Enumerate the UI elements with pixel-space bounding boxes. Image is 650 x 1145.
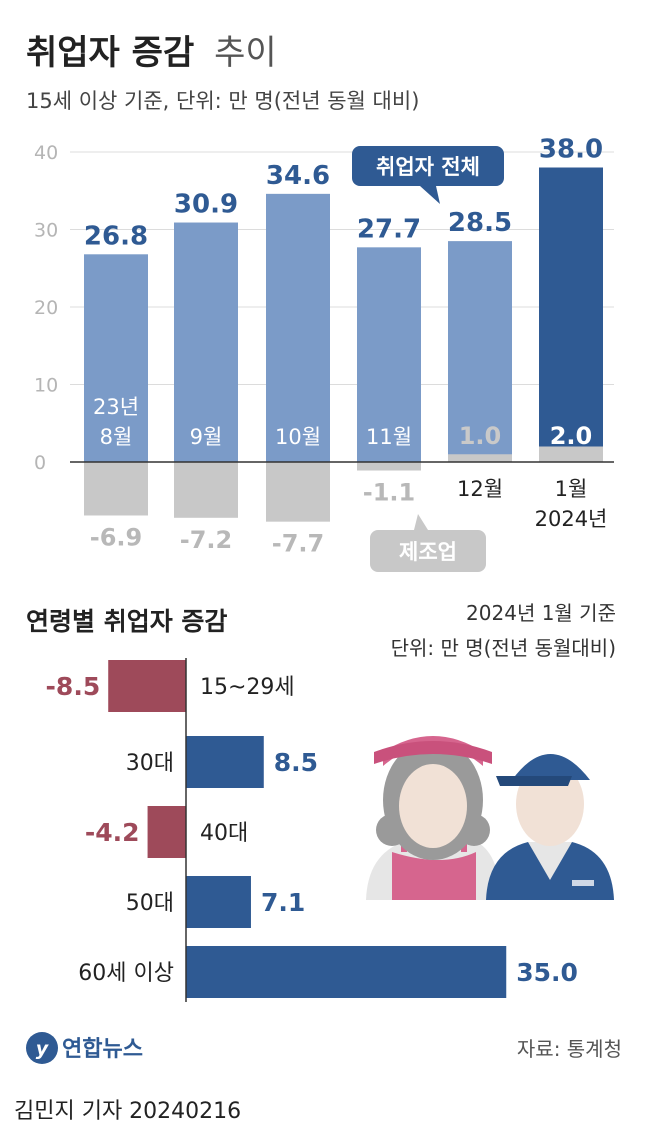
total-bar [357, 247, 421, 462]
woman-hair-curl-right [458, 814, 490, 846]
manufacturing-bar [174, 462, 238, 518]
manufacturing-bar [266, 462, 330, 522]
total-value-label: 28.5 [448, 208, 512, 238]
total-bar [174, 222, 238, 462]
woman-hair-curl-left [376, 814, 408, 846]
mfg-callout-box [370, 530, 486, 572]
age-chart-bars [108, 660, 507, 998]
yonhap-logo-glyph: y [36, 1038, 50, 1060]
page-subtitle: 15세 이상 기준, 단위: 만 명(전년 동월 대비) [26, 89, 419, 113]
y-tick-label-40: 40 [34, 142, 58, 164]
manufacturing-value-label: 1.0 [459, 422, 502, 450]
category-label: 23년 [93, 395, 139, 419]
y-tick-label-30: 30 [34, 220, 58, 242]
total-bar [266, 193, 330, 462]
age-bar [108, 660, 186, 712]
page-title-bold: 취업자 증감 [26, 33, 194, 73]
manufacturing-bar [357, 462, 421, 471]
manufacturing-bar [84, 462, 148, 516]
category-label: 8월 [100, 425, 133, 449]
man-cap-visor [496, 776, 572, 786]
manufacturing-value-label: -6.9 [90, 523, 142, 551]
man-collar [528, 842, 572, 880]
older-woman-figure [366, 736, 500, 900]
age-bar [186, 946, 507, 998]
trend-chart-labels: 26.8 -6.9 23년 8월 30.9 -7.2 9월 34.6 -7.7 10월 27.7 -1… [84, 135, 607, 558]
total-value-label: 27.7 [357, 214, 421, 244]
trend-chart-gridlines [70, 151, 614, 385]
man-cap [512, 754, 590, 780]
age-value-label: 7.1 [261, 888, 305, 917]
age-value-label: 35.0 [516, 958, 578, 987]
yonhap-logo: y 연합뉴스 [26, 1032, 143, 1064]
category-label: 2024년 [535, 507, 608, 531]
age-bar [186, 736, 264, 788]
total-bar [539, 167, 603, 462]
page-title: 취업자 증감 추이 [26, 33, 277, 73]
worker-man-figure [486, 754, 614, 900]
manufacturing-value-label: -7.2 [180, 526, 232, 554]
age-value-label: -4.2 [85, 818, 140, 847]
woman-headscarf-band [374, 741, 492, 764]
y-tick-label-0: 0 [34, 452, 46, 474]
trend-chart-y-ticks: 0 10 20 30 40 [34, 142, 58, 474]
age-category-label: 60세 이상 [78, 961, 174, 986]
category-label: 1월 [555, 477, 588, 501]
manufacturing-value-label: -1.1 [363, 479, 415, 507]
age-bar [147, 806, 186, 858]
total-callout-label: 취업자 전체 [376, 155, 480, 179]
category-label: 10월 [275, 425, 321, 449]
category-label: 12월 [457, 477, 503, 501]
category-label: 9월 [190, 425, 223, 449]
y-tick-label-10: 10 [34, 375, 58, 397]
age-chart-note-unit: 단위: 만 명(전년 동월대비) [391, 636, 616, 660]
manufacturing-value-label: -7.7 [272, 530, 324, 558]
age-chart-note-date: 2024년 1월 기준 [466, 601, 616, 625]
mfg-callout-label: 제조업 [399, 540, 457, 564]
age-category-label: 15~29세 [200, 675, 295, 700]
total-value-label: 34.6 [266, 161, 330, 191]
age-category-label: 30대 [126, 751, 174, 776]
manufacturing-bar [539, 446, 603, 462]
man-badge [572, 880, 594, 886]
mfg-callout: 제조업 [370, 514, 486, 572]
byline: 김민지 기자 20240216 [14, 1099, 241, 1124]
total-callout-box [352, 146, 504, 186]
category-label: 11월 [366, 425, 412, 449]
total-bar [448, 241, 512, 462]
total-bar [84, 254, 148, 462]
total-value-label: 26.8 [84, 221, 148, 251]
manufacturing-value-label: 2.0 [550, 422, 593, 450]
age-category-label: 50대 [126, 891, 174, 916]
total-value-label: 38.0 [539, 135, 603, 165]
total-value-label: 30.9 [174, 190, 238, 220]
manufacturing-bar [448, 454, 512, 462]
woman-apron [392, 852, 476, 900]
age-category-label: 40대 [200, 821, 248, 846]
workers-illustration [366, 736, 614, 900]
page-title-light: 추이 [214, 33, 277, 73]
age-bar [186, 876, 251, 928]
trend-chart-bars [84, 167, 603, 522]
yonhap-logo-mark [26, 1032, 58, 1064]
age-chart-title: 연령별 취업자 증감 [26, 607, 227, 636]
y-tick-label-20: 20 [34, 297, 58, 319]
age-value-label: 8.5 [274, 748, 318, 777]
age-chart-labels: -8.5 15~29세 8.5 30대 -4.2 40대 7.1 50대 35.0 60세 이상 [46, 672, 578, 987]
woman-face [399, 764, 467, 848]
source-note: 자료: 통계청 [517, 1037, 622, 1061]
age-value-label: -8.5 [46, 672, 101, 701]
yonhap-logo-text: 연합뉴스 [62, 1036, 143, 1062]
total-callout-pointer [420, 186, 440, 204]
total-callout: 취업자 전체 [352, 146, 504, 204]
mfg-callout-pointer [414, 514, 428, 530]
